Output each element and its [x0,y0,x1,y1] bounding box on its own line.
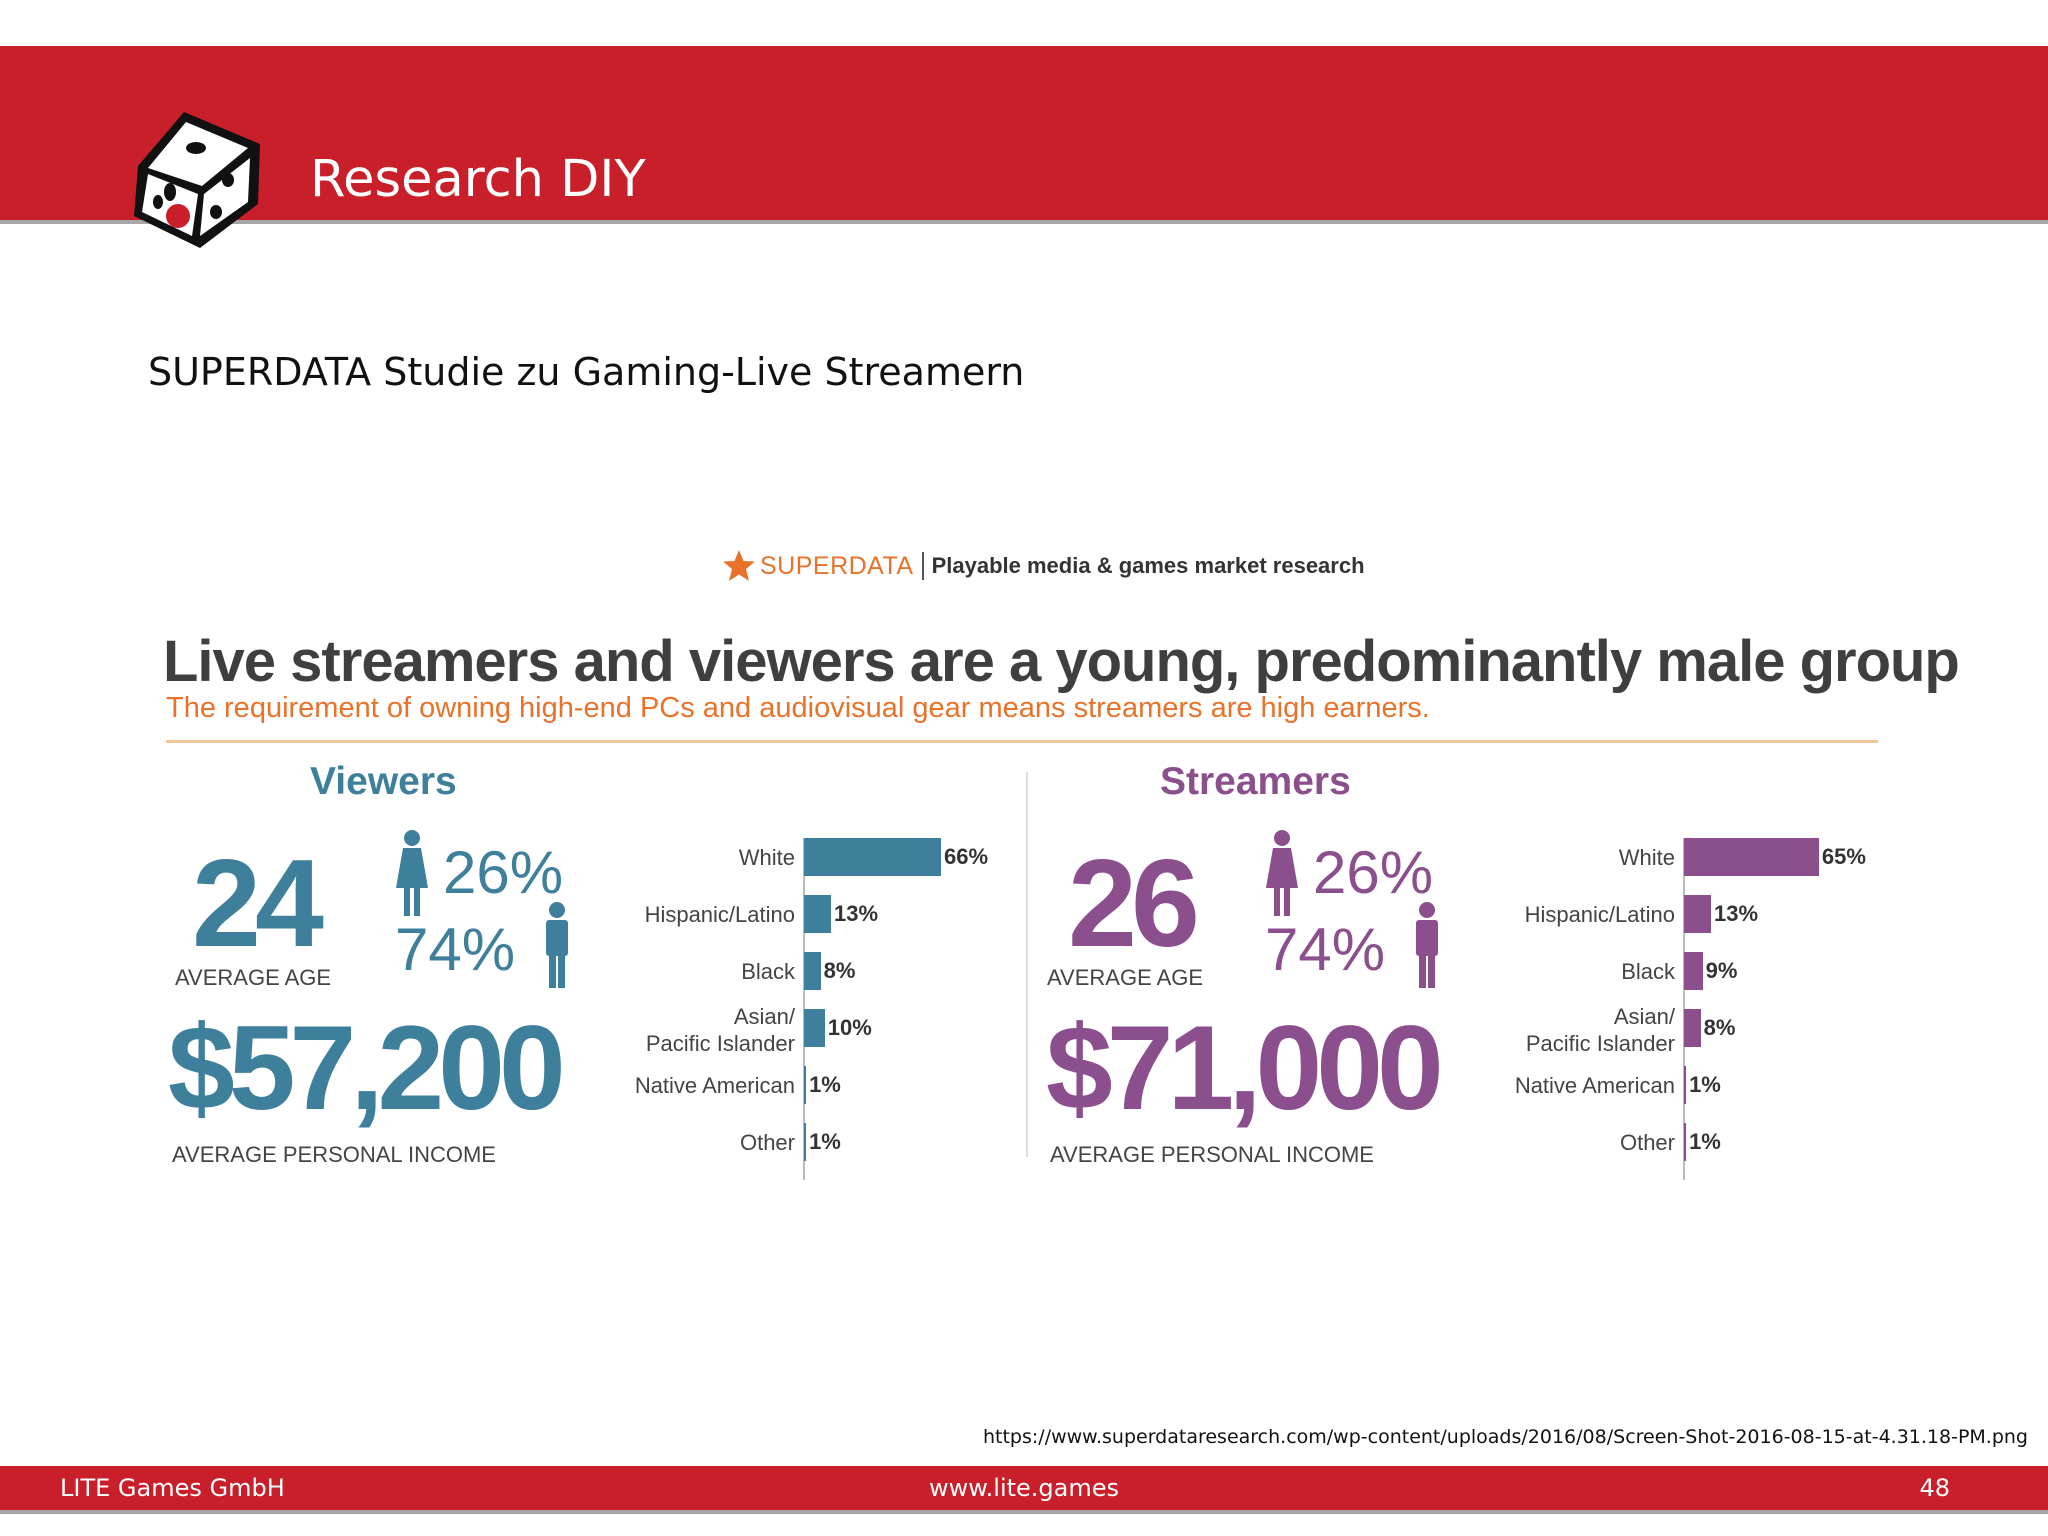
viewers-male-pct: 74% [395,916,516,983]
bar-value-label: 1% [1689,1129,1721,1154]
bar [804,1009,825,1047]
bar-value-label: 1% [809,1072,841,1097]
bar [1684,1066,1687,1104]
bar-category-label: Other [1619,1130,1675,1155]
bar [804,1123,807,1161]
page-number: 48 [1919,1474,1950,1502]
infographic-subheadline: The requirement of owning high-end PCs a… [166,692,1430,724]
streamers-age-label: AVERAGE AGE [1047,965,1204,990]
viewers-panel: Viewers 24 AVERAGE AGE 26% 74% $57,200 A… [150,760,1020,1180]
bar-category-label: Hispanic/Latino [644,902,795,927]
viewers-age-label: AVERAGE AGE [175,965,332,990]
viewers-female-pct: 26% [443,839,564,906]
streamers-male-pct: 74% [1265,916,1386,983]
bar-category-label: Asian/Pacific Islander [645,1004,795,1056]
bar-value-label: 13% [833,901,879,926]
viewers-age: 24 [192,835,324,973]
bar [1684,952,1703,990]
star-icon [723,550,755,581]
bar [1684,1009,1701,1047]
female-icon [1266,830,1298,916]
infographic-headline: Live streamers and viewers are a young, … [163,629,1960,694]
bar [1684,1123,1687,1161]
headline-rule [166,740,1878,743]
streamers-age: 26 [1068,835,1200,973]
footer-bar: LITE Games GmbH www.lite.games 48 [0,1466,2048,1514]
male-icon [1416,902,1438,988]
bar-value-label: 66% [944,844,989,869]
bar [804,1066,807,1104]
superdata-brand: SUPERDATA Playable media & games market … [722,546,1365,586]
bar-category-label: Native American [634,1073,795,1098]
streamers-income: $71,000 [1046,1001,1444,1135]
header-bar: Research DIY [0,46,2048,248]
bar-value-label: 8% [1703,1015,1736,1040]
bar-value-label: 1% [809,1129,841,1154]
bar-category-label: White [1618,845,1675,870]
bar-category-label: Other [739,1130,795,1155]
bar-value-label: 1% [1689,1072,1721,1097]
source-url[interactable]: https://www.superdataresearch.com/wp-con… [982,1426,2028,1448]
footer-company: LITE Games GmbH [60,1474,285,1502]
bar-category-label: Native American [1514,1073,1675,1098]
slide-subtitle: SUPERDATA Studie zu Gaming-Live Streamer… [148,350,1025,394]
bar-value-label: 13% [1713,901,1759,926]
bar-category-label: Black [741,959,795,984]
bar [804,838,941,876]
male-icon [546,902,568,988]
brand-tagline: Playable media & games market research [931,553,1365,578]
footer-website[interactable]: www.lite.games [928,1474,1120,1502]
viewers-ethnicity-chart: White 66% Hispanic/Latino 13% Black 8% Asian/P… [620,838,1020,1180]
streamers-female-pct: 26% [1313,839,1434,906]
dice-logo-icon [134,112,260,248]
bar-value-label: 9% [1705,958,1738,983]
viewers-income-label: AVERAGE PERSONAL INCOME [172,1142,496,1167]
bar [1684,895,1711,933]
slide-title: Research DIY [310,150,646,209]
brand-divider [921,552,924,580]
viewers-heading: Viewers [310,760,457,803]
bar-category-label: Black [1621,959,1675,984]
streamers-income-label: AVERAGE PERSONAL INCOME [1050,1142,1374,1167]
streamers-heading: Streamers [1160,760,1351,803]
brand-name: SUPERDATA [760,551,914,580]
bar-category-label: White [738,845,795,870]
bar [804,952,821,990]
viewers-income: $57,200 [168,1001,566,1135]
bar-category-label: Asian/Pacific Islander [1525,1004,1675,1056]
streamers-panel: Streamers 26 AVERAGE AGE 26% 74% $71,000… [1030,760,1900,1180]
streamers-ethnicity-chart: White 65% Hispanic/Latino 13% Black 9% Asian/P… [1500,838,1900,1180]
bar [1684,838,1819,876]
female-icon [396,830,428,916]
bar-value-label: 10% [827,1015,872,1040]
bar-value-label: 8% [823,958,856,983]
bar-value-label: 65% [1821,844,1866,869]
panel-divider [1026,772,1028,1157]
bar-category-label: Hispanic/Latino [1524,902,1675,927]
bar [804,895,831,933]
